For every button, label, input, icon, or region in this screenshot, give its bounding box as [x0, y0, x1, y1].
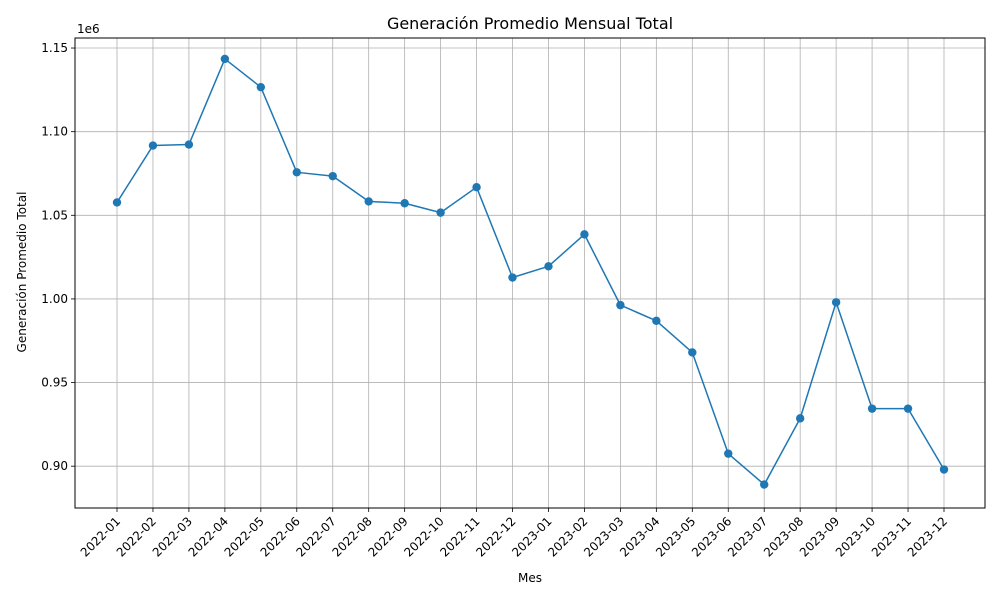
plot-frame [74, 37, 986, 509]
data-point [939, 465, 949, 474]
y-axis-label: Generación Promedio Total [15, 192, 29, 353]
data-point [292, 168, 301, 177]
x-axis-label: Mes [518, 571, 542, 585]
data-point [724, 449, 733, 458]
y-tick-label: 1.00 [41, 292, 68, 306]
y-axis-offset-label: 1e6 [77, 22, 100, 36]
data-point [652, 316, 661, 326]
x-tick-label: 2023-12 [905, 514, 950, 559]
data-point [436, 208, 445, 217]
data-point [472, 182, 481, 192]
data-point [400, 199, 409, 208]
data-point [903, 404, 913, 413]
data-point [256, 82, 266, 92]
y-tick-label: 1.10 [41, 125, 68, 139]
y-tick-label: 1.15 [41, 41, 68, 55]
data-point [867, 404, 877, 413]
chart-title: Generación Promedio Mensual Total [387, 14, 673, 33]
series-line [116, 58, 945, 486]
ticks-layer: 2022-012022-022022-032022-042022-052022-… [41, 41, 950, 560]
data-point [508, 273, 517, 282]
y-tick-label: 0.95 [41, 376, 68, 390]
data-point [112, 198, 122, 207]
data-point [580, 230, 589, 239]
data-point [795, 414, 805, 423]
data-point [184, 140, 194, 149]
data-point [688, 348, 697, 357]
y-tick-label: 0.90 [41, 459, 68, 473]
data-point [831, 298, 841, 307]
data-point [328, 171, 337, 181]
data-point [364, 197, 373, 206]
data-point [616, 300, 625, 310]
data-point [760, 480, 769, 489]
data-point [148, 141, 158, 150]
grid-layer [75, 38, 985, 508]
y-tick-label: 1.05 [41, 208, 68, 222]
data-point [544, 262, 553, 271]
data-point [220, 54, 230, 64]
series-layer [112, 54, 949, 489]
